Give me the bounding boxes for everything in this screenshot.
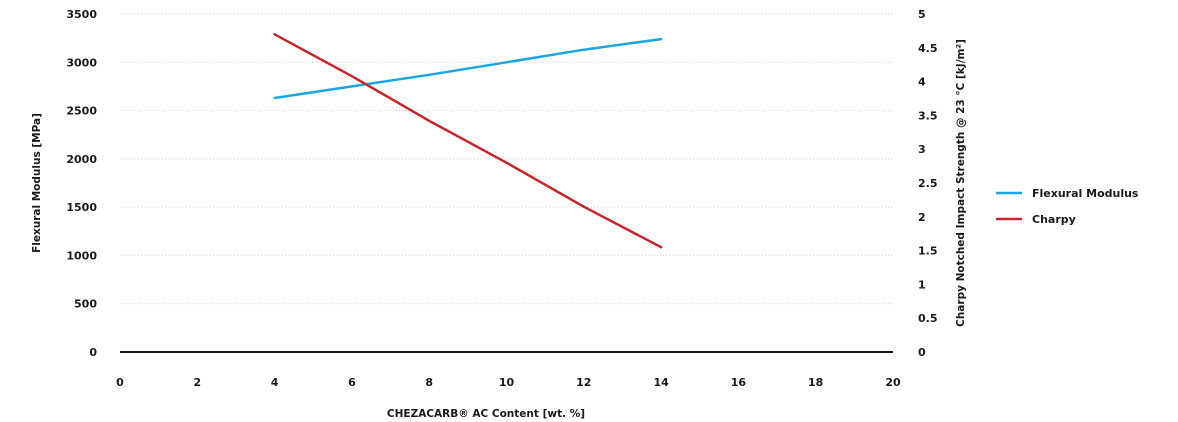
x-tick-label: 6 [348,376,356,389]
series-line-flexural-modulus [273,37,663,100]
right-y-tick-label: 5 [918,8,926,21]
x-tick-label: 12 [576,376,591,389]
x-axis-ticks: 0 2 4 6 8 10 12 14 16 18 20 [116,376,901,389]
x-tick-label: 18 [808,376,823,389]
x-tick-label: 2 [193,376,201,389]
right-y-tick-label: 3.5 [918,109,938,122]
x-tick-label: 0 [116,376,124,389]
grid-lines [120,13,893,305]
left-y-axis-ticks: 0 500 1000 1500 2000 2500 3000 3500 [66,8,97,359]
left-y-tick-label: 1000 [66,249,97,262]
right-y-tick-label: 1 [918,278,926,291]
left-y-tick-label: 0 [89,346,97,359]
x-tick-label: 16 [731,376,747,389]
legend-item-charpy: Charpy [996,213,1076,226]
right-y-axis-title: Charpy Notched Impact Strength @ 23 °C [… [955,39,967,327]
x-tick-label: 4 [271,376,279,389]
left-y-tick-label: 500 [74,298,97,311]
right-y-tick-label: 0 [918,346,926,359]
right-y-tick-label: 1.5 [918,245,938,258]
right-y-tick-label: 0.5 [918,312,938,325]
x-axis-title: CHEZACARB® AC Content [wt. %] [387,408,585,420]
left-y-tick-label: 1500 [66,201,97,214]
left-y-tick-label: 2500 [66,105,97,118]
right-y-tick-label: 3 [918,143,926,156]
x-tick-label: 14 [653,376,669,389]
left-y-tick-label: 3500 [66,8,97,21]
right-y-tick-label: 2 [918,211,926,224]
left-y-tick-label: 3000 [66,56,97,69]
legend-label-charpy: Charpy [1032,213,1076,226]
left-y-axis-title: Flexural Modulus [MPa] [31,113,43,253]
legend-item-flexural-modulus: Flexural Modulus [996,187,1139,200]
right-y-axis-ticks: 0 0.5 1 1.5 2 2.5 3 3.5 4 4.5 5 [918,8,938,359]
series-lines [273,33,663,249]
series-line-charpy [273,33,663,249]
right-y-tick-label: 2.5 [918,177,938,190]
legend-label-flexural-modulus: Flexural Modulus [1032,187,1139,200]
left-y-tick-label: 2000 [66,153,97,166]
x-tick-label: 20 [885,376,901,389]
x-tick-label: 10 [499,376,515,389]
legend: Flexural Modulus Charpy [996,187,1139,226]
right-y-tick-label: 4.5 [918,42,938,55]
x-tick-label: 8 [425,376,433,389]
right-y-tick-label: 4 [918,76,926,89]
